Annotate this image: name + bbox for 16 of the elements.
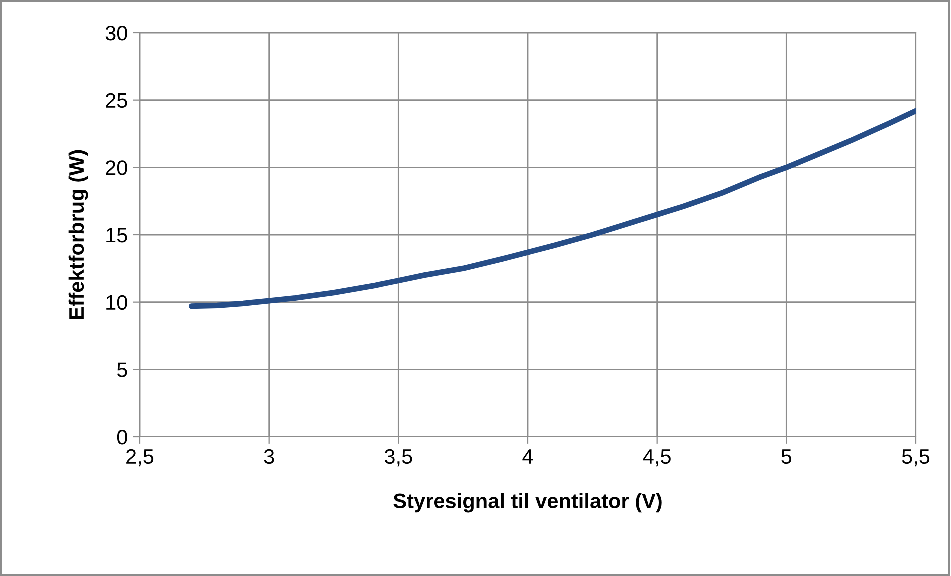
x-tick-label: 5 bbox=[782, 450, 792, 464]
y-axis-title: Effektforbrug (W) bbox=[68, 150, 88, 320]
y-tick-label: 20 bbox=[106, 160, 128, 176]
y-tick-label: 15 bbox=[106, 228, 128, 243]
x-tick-label: 4 bbox=[522, 450, 534, 464]
x-tick-label: 3,5 bbox=[384, 449, 412, 467]
x-axis-title: Styresignal til ventilator (V) bbox=[394, 493, 662, 513]
y-tick-label: 10 bbox=[106, 295, 128, 310]
y-tick-label: 5 bbox=[117, 362, 128, 378]
y-tick-label: 25 bbox=[106, 93, 128, 108]
x-tick-label: 2,5 bbox=[126, 449, 154, 467]
x-tick-label: 4,5 bbox=[643, 450, 671, 467]
y-tick-label: 30 bbox=[106, 26, 128, 41]
x-tick-label: 3 bbox=[264, 449, 274, 464]
y-tick-label: 0 bbox=[117, 430, 128, 445]
x-tick-label: 5,5 bbox=[902, 450, 930, 467]
